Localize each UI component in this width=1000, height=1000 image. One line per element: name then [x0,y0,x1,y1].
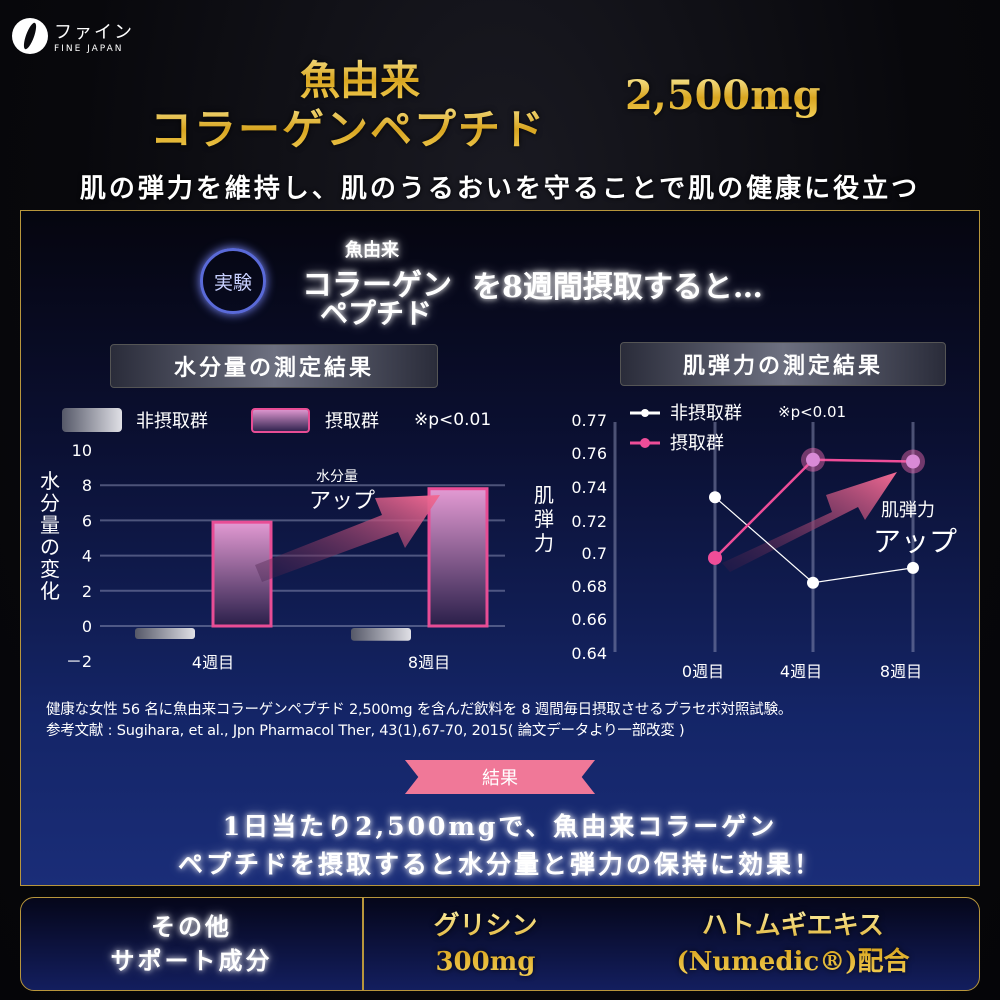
y-axis-label-char: 化 [40,579,60,603]
y-axis-label-char: 力 [534,531,554,555]
y-tick-label: 0.66 [571,610,607,629]
y-tick-label: 2 [82,582,92,601]
subtitle: 肌の弾力を維持し、肌のうるおいを守ることで肌の健康に役立つ [79,174,921,204]
annotation-small: 肌弾力 [881,500,935,521]
data-point [807,576,819,589]
footnote-line2: 参考文献 : Sugihara, et al., Jpn Pharmacol T… [46,723,685,739]
chart1-title: 水分量の測定結果 [110,344,438,388]
headline-line2: コラーゲンペプチド [150,96,546,157]
y-tick-label: 8 [82,476,92,495]
brand-name-jp: ファイン [54,22,134,43]
exp-rest: を8週間摂取すると… [472,270,763,305]
trend-arrow [255,495,440,582]
support-item1-name: グリシン [433,911,538,941]
legend-non-intake: 非摂取群 [136,411,208,432]
y-tick-label: 0.76 [571,444,607,463]
annotation-large: アップ [309,489,375,514]
data-point [906,454,920,469]
exp-small: 魚由来 [345,240,399,261]
support-item2-name: ハトムギエキス [701,911,884,941]
y-axis-label-char: 水 [40,469,60,493]
bar-intake [427,487,489,628]
legend-swatch-intake [251,408,310,433]
y-axis-label-char: 弾 [534,507,554,531]
y-tick-label: 6 [82,511,92,530]
x-tick-label: 8週目 [880,662,922,681]
support-box: その他サポート成分 グリシン 300mg ハトムギエキス (Numedic®)配合 [20,897,980,991]
y-axis-label-char: 変 [40,557,60,581]
y-tick-label: 0.77 [571,411,607,430]
result-line1: 1日当たり2,500mgで、魚由来コラーゲン [222,812,778,841]
legend-note: ※p<0.01 [414,410,491,430]
legend-intake: 摂取群 [325,411,379,432]
y-tick-label: 0.74 [571,478,607,497]
legend-marker [640,438,650,448]
exp-main2: ペプチド [320,297,433,330]
footnote-line1: 健康な女性 56 名に魚由来コラーゲンペプチド 2,500mg を含んだ飲料を … [46,702,793,718]
data-point [708,550,722,565]
y-tick-label: 0.64 [571,644,607,663]
legend-marker [641,409,649,417]
headline-amount: 2,500mg [625,72,821,119]
bar-non-intake [351,628,411,641]
y-tick-label: －2 [66,652,92,671]
annotation-large: アップ [873,525,957,558]
data-point [709,491,721,504]
brand-name-en: FINE JAPAN [54,44,124,54]
data-point [806,452,820,467]
legend-non-intake: 非摂取群 [670,403,742,424]
experiment-badge: 実験 [200,248,266,314]
x-tick-label: 4週目 [192,653,234,672]
y-axis-label-char: 肌 [534,483,554,507]
support-item1-amount: 300mg [435,947,536,977]
result-ribbon: 結果 [405,760,595,794]
footnote: 健康な女性 56 名に魚由来コラーゲンペプチド 2,500mg を含んだ飲料を … [46,700,792,742]
annotation-small: 水分量 [316,469,358,485]
support-item2-detail: (Numedic®)配合 [676,947,910,977]
exp-main1: コラーゲン [302,268,452,303]
support-title1: その他 [151,912,232,941]
x-tick-label: 0週目 [682,662,724,681]
y-tick-label: 10 [72,441,92,460]
y-axis-label-char: 分 [40,491,60,515]
y-tick-label: 0 [82,617,92,636]
legend-swatch-non-intake [62,408,122,432]
y-axis-label-char: の [40,535,60,559]
chart2-title: 肌弾力の測定結果 [620,342,946,386]
headline-line1: 魚由来 [300,48,420,106]
logo-icon [12,18,48,54]
trend-arrow [722,472,897,572]
y-axis-label-char: 量 [40,513,60,537]
y-tick-label: 4 [82,547,92,566]
y-tick-label: 0.68 [571,577,607,596]
y-tick-label: 0.72 [571,512,607,531]
legend-note: ※p<0.01 [778,403,846,421]
x-tick-label: 4週目 [780,662,822,681]
brand-logo: ファイン FINE JAPAN [12,18,134,54]
x-tick-label: 8週目 [408,653,450,672]
data-point [907,561,919,574]
result-text: 1日当たり2,500mgで、魚由来コラーゲン ペプチドを摂取すると水分量と弾力の… [0,808,1000,884]
y-tick-label: 0.7 [582,544,607,563]
support-title2: サポート成分 [110,946,273,975]
bar-non-intake [135,628,195,640]
result-line2: ペプチドを摂取すると水分量と弾力の保持に効果！ [177,850,822,879]
legend-intake: 摂取群 [670,433,724,454]
